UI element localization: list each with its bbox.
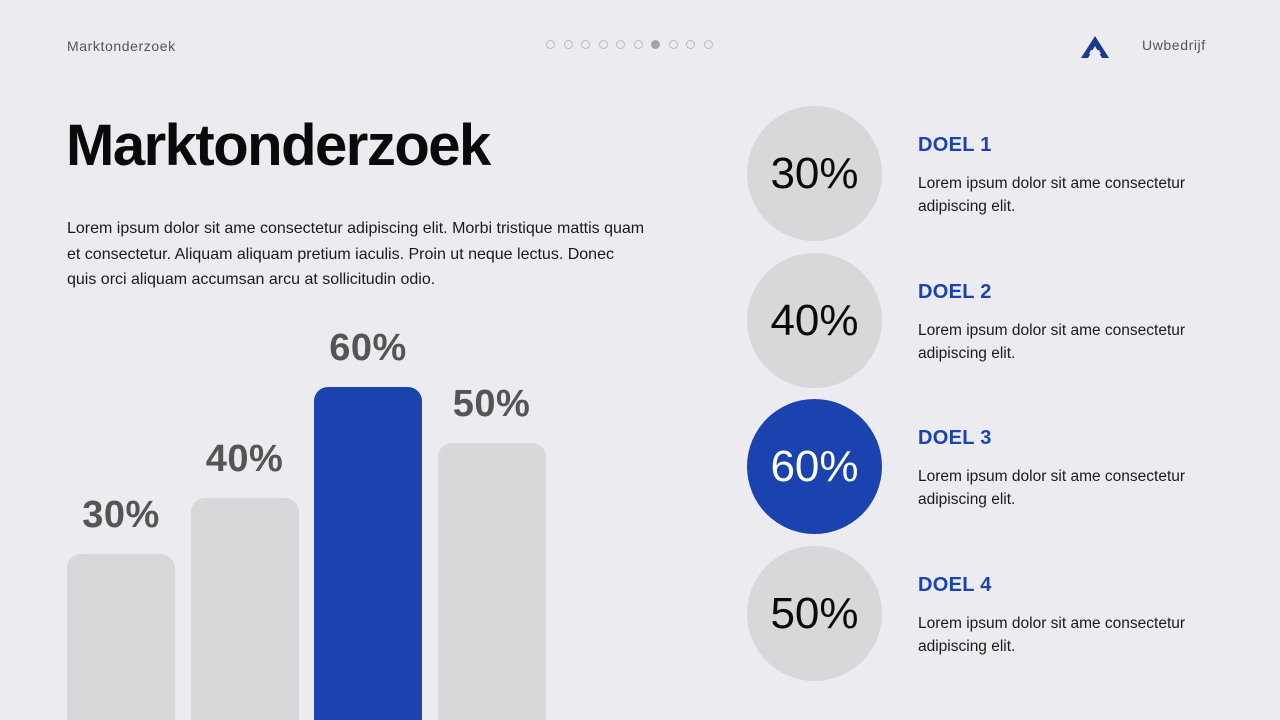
slide-pager[interactable] xyxy=(546,40,713,49)
page-title: Marktonderzoek xyxy=(66,113,491,178)
pager-dot-9[interactable] xyxy=(686,40,695,49)
pager-dot-6[interactable] xyxy=(633,40,643,49)
bar-2-value-label: 40% xyxy=(205,438,284,480)
pager-dot-8[interactable] xyxy=(668,40,678,49)
triangle-logo-icon xyxy=(1081,36,1109,58)
goal-2-percent-circle: 40% xyxy=(747,253,882,388)
goal-2-text: Lorem ipsum dolor sit ame consectetur ad… xyxy=(918,322,1186,362)
section-label: Marktonderzoek xyxy=(67,38,176,54)
bar-3-value-label: 60% xyxy=(329,327,407,369)
bar-4-value-label: 50% xyxy=(452,382,531,425)
bar-1-value-label: 30% xyxy=(82,493,160,536)
bar-4 xyxy=(437,442,546,720)
pager-dot-4[interactable] xyxy=(598,40,608,49)
bar-1 xyxy=(67,553,175,720)
company-name: Uwbedrijf xyxy=(1142,37,1206,53)
goal-3-text: Lorem ipsum dolor sit ame consectetur ad… xyxy=(918,468,1186,508)
pager-dot-5[interactable] xyxy=(616,40,625,49)
intro-paragraph: Lorem ipsum dolor sit ame consectetur ad… xyxy=(67,220,645,288)
pager-dot-1[interactable] xyxy=(546,40,555,49)
pager-dot-3[interactable] xyxy=(581,40,590,49)
goal-4-percent-circle: 50% xyxy=(747,546,882,681)
goal-2-title: DOEL 2 xyxy=(918,281,992,303)
pager-dot-7[interactable] xyxy=(651,40,660,49)
bar-2 xyxy=(190,498,299,720)
pager-dot-2[interactable] xyxy=(563,40,573,49)
pager-dot-10[interactable] xyxy=(703,40,713,49)
goal-1-percent-circle: 30% xyxy=(747,106,882,241)
goal-3-title: DOEL 3 xyxy=(918,427,992,449)
goal-4-text: Lorem ipsum dolor sit ame consectetur ad… xyxy=(918,615,1186,655)
goal-3-percent-circle: 60% xyxy=(747,399,882,534)
goal-1-title: DOEL 1 xyxy=(918,134,992,156)
goal-4-title: DOEL 4 xyxy=(918,574,992,596)
bar-3 xyxy=(314,387,422,720)
bar-chart: 30% 40% 60% 50% xyxy=(67,327,546,720)
goal-1-text: Lorem ipsum dolor sit ame consectetur ad… xyxy=(918,175,1186,215)
